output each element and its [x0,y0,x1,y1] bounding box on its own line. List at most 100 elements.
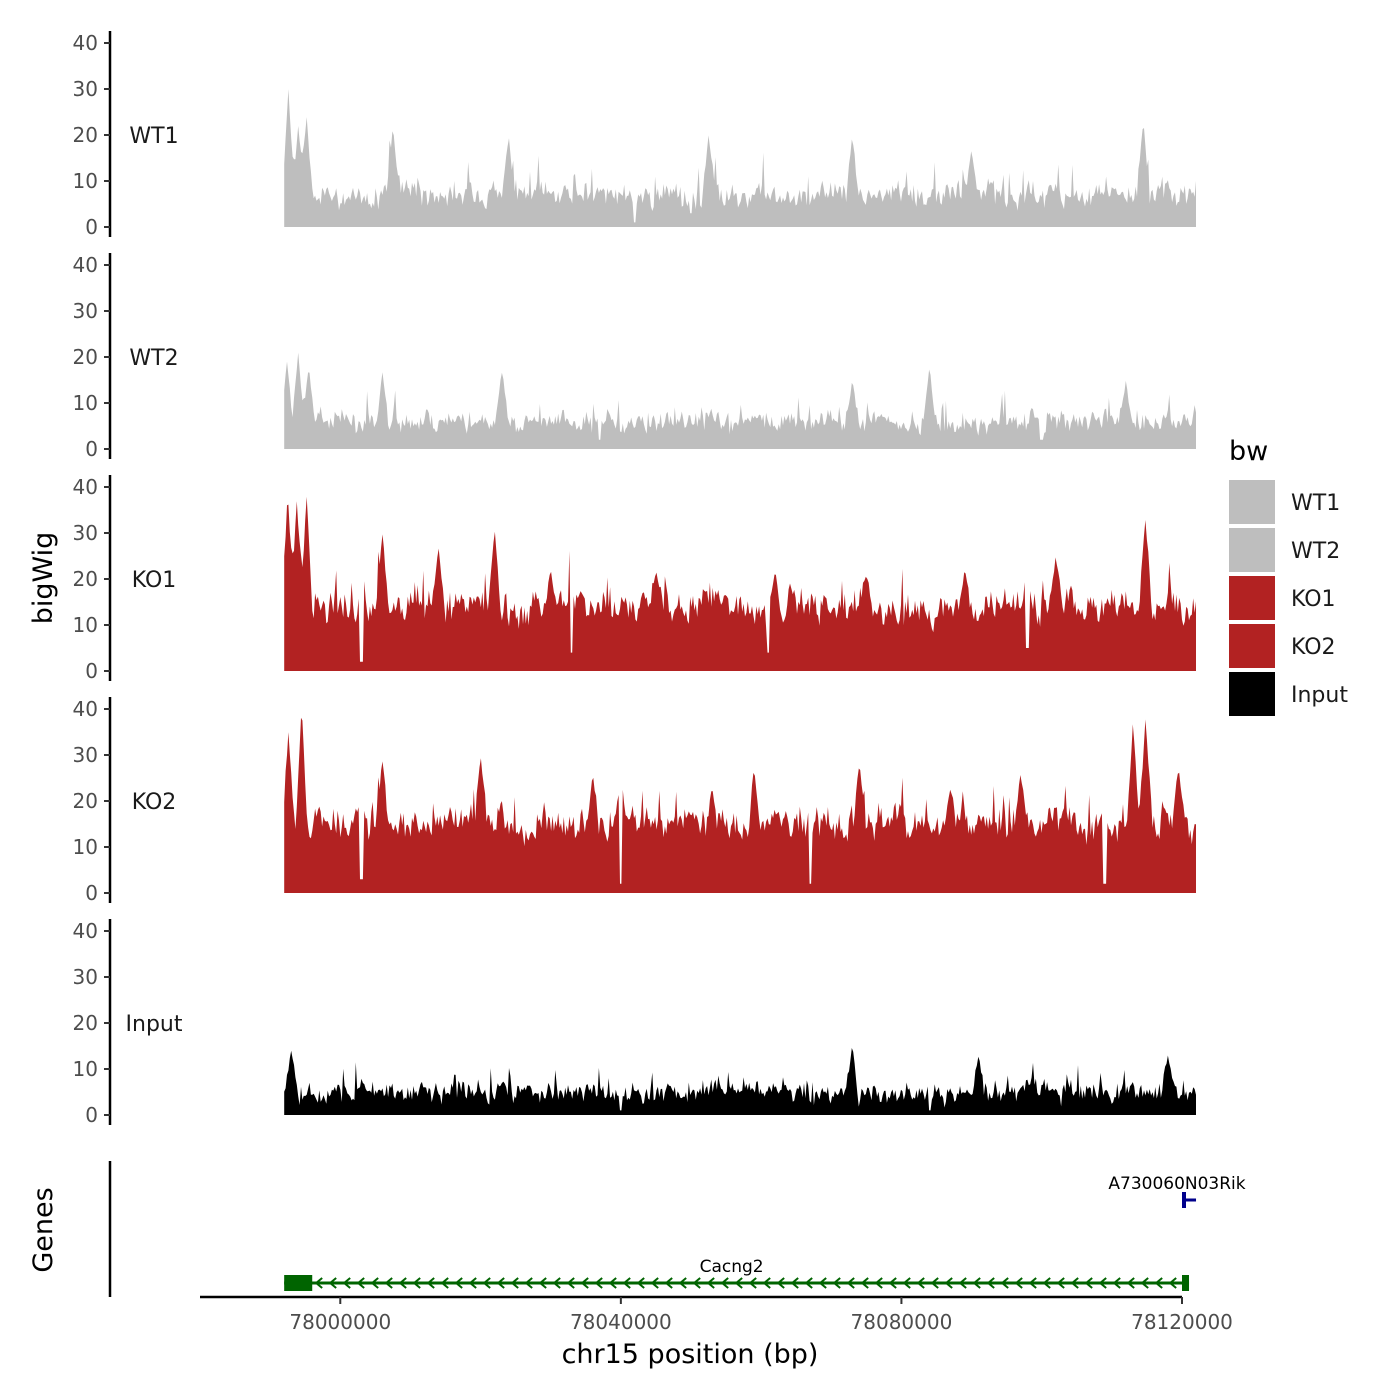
strand-arrow [1070,1277,1079,1289]
strand-arrow [314,1277,323,1289]
strand-arrow [930,1277,939,1289]
strand-arrow [720,1277,729,1289]
legend-key-ko2 [1229,624,1275,668]
x-axis-title: chr15 position (bp) [562,1339,819,1370]
strand-arrow [748,1277,757,1289]
exon [1182,1192,1186,1208]
legend-label-ko2: KO2 [1291,635,1336,660]
track-label-wt1: WT1 [129,124,178,149]
y-tick-label: 40 [73,919,98,943]
strand-arrow [1042,1277,1051,1289]
y-tick-label: 10 [73,613,98,637]
track-ko1: 0 10 20 30 40 KO1 [73,475,1196,683]
strand-arrow [972,1277,981,1289]
strand-arrow [1056,1277,1065,1289]
strand-arrow [552,1277,561,1289]
y-tick-label: 10 [73,391,98,415]
strand-arrow [1154,1277,1163,1289]
track-input: 0 10 20 30 40 Input [73,919,1196,1127]
y-tick-label: 0 [85,215,98,239]
track-label-wt2: WT2 [129,346,178,371]
legend-label-wt1: WT1 [1291,491,1340,516]
y-tick-label: 0 [85,659,98,683]
strand-arrow [1084,1277,1093,1289]
strand-arrow [1028,1277,1037,1289]
track-label-ko2: KO2 [132,790,177,815]
strand-arrow [986,1277,995,1289]
strand-arrow [538,1277,547,1289]
legend-label-wt2: WT2 [1291,539,1340,564]
strand-arrow [678,1277,687,1289]
y-tick-label: 0 [85,881,98,905]
strand-arrow [944,1277,953,1289]
exon [1182,1275,1190,1291]
strand-arrow [804,1277,813,1289]
coverage-area-wt2 [284,352,1196,449]
strand-arrow [650,1277,659,1289]
strand-arrow [916,1277,925,1289]
y-tick-label: 20 [73,1011,98,1035]
strand-arrow [692,1277,701,1289]
track-label-ko1: KO1 [132,568,177,593]
y-tick-label: 40 [73,475,98,499]
strand-arrow [1014,1277,1023,1289]
legend-key-wt1 [1229,480,1275,524]
strand-arrow [454,1277,463,1289]
y-tick-label: 30 [73,743,98,767]
strand-arrow [762,1277,771,1289]
y-tick-label: 40 [73,31,98,55]
coverage-area-wt1 [284,89,1196,227]
legend-key-input [1229,672,1275,716]
strand-arrow [384,1277,393,1289]
strand-arrow [398,1277,407,1289]
y-tick-label: 10 [73,169,98,193]
legend-label-ko1: KO1 [1291,587,1336,612]
y-tick-label: 30 [73,77,98,101]
strand-arrow [510,1277,519,1289]
exon [284,1275,313,1291]
strand-arrow [524,1277,533,1289]
strand-arrow [622,1277,631,1289]
gene-label: A730060N03Rik [1108,1174,1245,1194]
strand-arrow [846,1277,855,1289]
legend-key-ko1 [1229,576,1275,620]
strand-arrow [356,1277,365,1289]
y-axis-title: bigWig [28,532,59,625]
strand-arrow [328,1277,337,1289]
strand-arrow [734,1277,743,1289]
strand-arrow [902,1277,911,1289]
y-tick-label: 30 [73,299,98,323]
y-tick-label: 20 [73,123,98,147]
strand-arrow [860,1277,869,1289]
track-ko2: 0 10 20 30 40 KO2 [73,697,1196,905]
y-tick-label: 30 [73,521,98,545]
genes-axis-title: Genes [28,1187,59,1272]
strand-arrow [370,1277,379,1289]
strand-arrow [1000,1277,1009,1289]
strand-arrow [342,1277,351,1289]
strand-arrow [790,1277,799,1289]
y-tick-label: 10 [73,1057,98,1081]
track-label-input: Input [126,1012,183,1037]
coverage-area-ko2 [284,717,1196,893]
strand-arrow [888,1277,897,1289]
strand-arrow [1140,1277,1149,1289]
gene-cacng2: Cacng2 [284,1257,1190,1291]
y-tick-label: 0 [85,1103,98,1127]
y-tick-label: 20 [73,345,98,369]
coverage-area-input [284,1048,1196,1115]
strand-arrow [426,1277,435,1289]
gene-a730060n03rik: A730060N03Rik [1108,1174,1246,1208]
strand-arrow [566,1277,575,1289]
x-tick-label: 78120000 [1131,1310,1233,1334]
gene-label: Cacng2 [700,1257,764,1277]
legend-key-wt2 [1229,528,1275,572]
strand-arrow [440,1277,449,1289]
y-tick-label: 0 [85,437,98,461]
strand-arrow [608,1277,617,1289]
x-tick-label: 78040000 [570,1310,672,1334]
strand-arrow [412,1277,421,1289]
y-tick-label: 40 [73,253,98,277]
coverage-area-ko1 [284,496,1196,671]
